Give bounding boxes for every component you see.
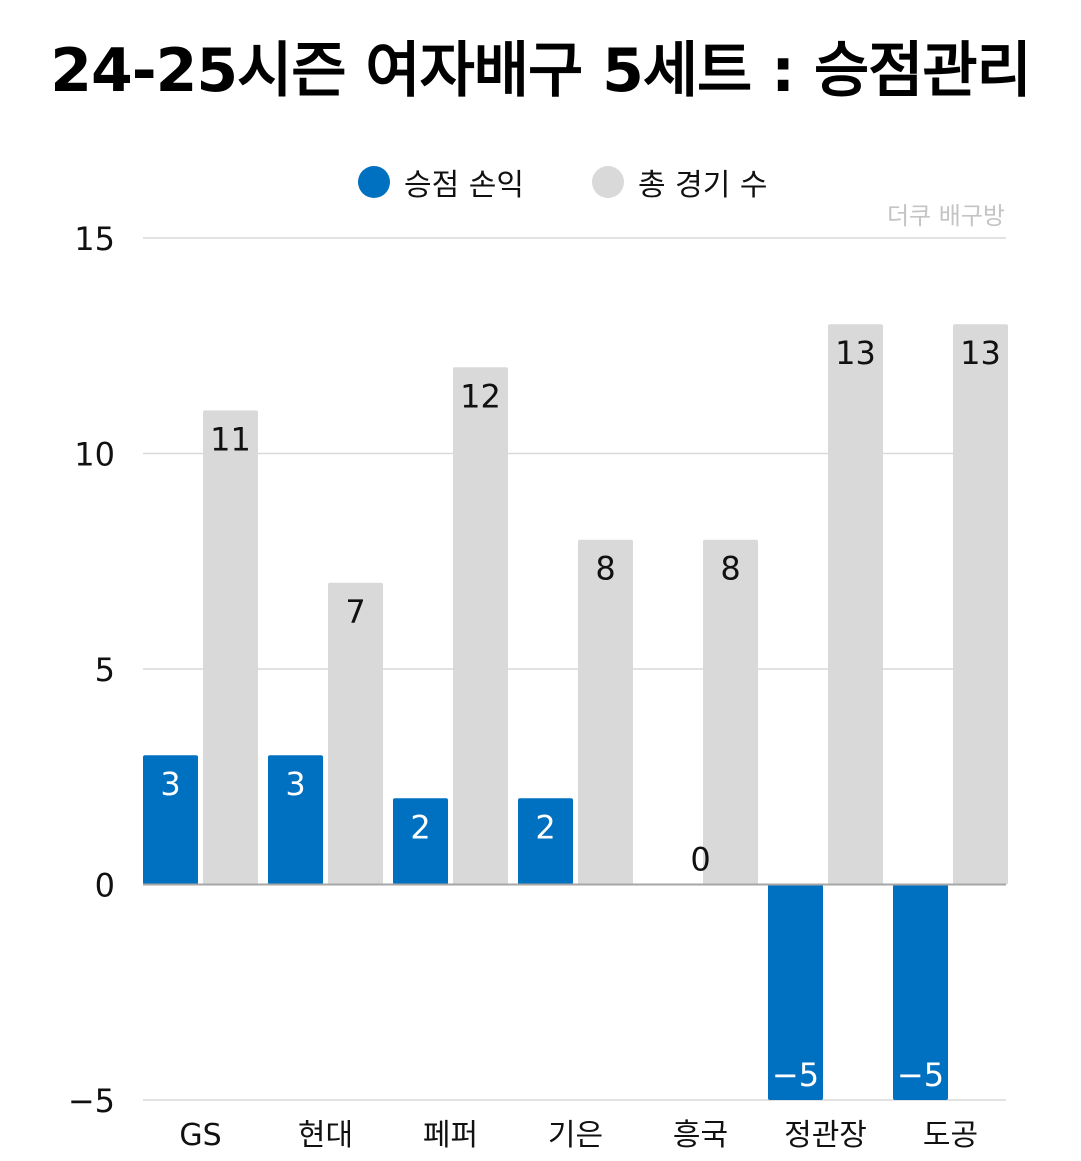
- x-category-label: 페퍼: [423, 1118, 478, 1153]
- legend-swatch-points: [358, 166, 390, 198]
- bar-total-games: [203, 410, 258, 885]
- data-label-points-change: 3: [285, 765, 305, 803]
- x-category-label: 도공: [923, 1118, 978, 1153]
- y-tick-label: 10: [74, 436, 115, 474]
- x-category-label: 흥국: [673, 1118, 728, 1153]
- data-label-total-games: 8: [720, 550, 740, 588]
- bar-total-games: [578, 539, 633, 885]
- x-category-label: 기은: [548, 1118, 603, 1153]
- y-tick-label: −5: [68, 1082, 115, 1120]
- bar-points-change: [518, 798, 573, 885]
- data-label-total-games: 13: [960, 334, 1001, 372]
- bar-total-games: [953, 324, 1008, 885]
- bar-points-change: [143, 755, 198, 885]
- data-label-total-games: 13: [835, 334, 876, 372]
- legend-label-points: 승점 손익: [404, 168, 524, 203]
- data-label-points-change: 3: [160, 765, 180, 803]
- bar-total-games: [453, 367, 508, 885]
- legend-item-points: 승점 손익: [358, 160, 524, 204]
- data-label-points-change: −5: [772, 1056, 819, 1094]
- bar-total-games: [828, 324, 883, 885]
- bar-points-change: [768, 884, 823, 1100]
- bar-points-change: [268, 755, 323, 885]
- x-category-label: 현대: [298, 1118, 353, 1153]
- data-label-points-change: −5: [897, 1056, 944, 1094]
- legend: 승점 손익 총 경기 수: [0, 160, 1081, 203]
- data-label-points-change: 0: [690, 841, 710, 879]
- x-category-label: 정관장: [784, 1118, 867, 1153]
- data-label-total-games: 7: [345, 593, 365, 631]
- y-tick-label: 0: [95, 867, 115, 905]
- data-label-points-change: 2: [535, 808, 555, 846]
- bar-points-change: [393, 798, 448, 885]
- legend-swatch-games: [592, 166, 624, 198]
- legend-label-games: 총 경기 수: [638, 168, 768, 203]
- data-label-total-games: 8: [595, 550, 615, 588]
- bar-points-change: [893, 884, 948, 1100]
- data-label-total-games: 12: [460, 377, 501, 415]
- data-label-points-change: 2: [410, 808, 430, 846]
- bar-total-games: [328, 582, 383, 885]
- source-credit: 더쿠 배구방: [886, 202, 1005, 230]
- data-label-total-games: 11: [210, 420, 251, 458]
- y-tick-label: 5: [95, 651, 115, 689]
- legend-item-games: 총 경기 수: [592, 160, 767, 204]
- chart-title: 24-25시즌 여자배구 5세트 : 승점관리: [50, 36, 1032, 106]
- y-tick-label: 15: [74, 220, 115, 258]
- bar-total-games: [703, 539, 758, 885]
- x-category-label: GS: [179, 1118, 221, 1153]
